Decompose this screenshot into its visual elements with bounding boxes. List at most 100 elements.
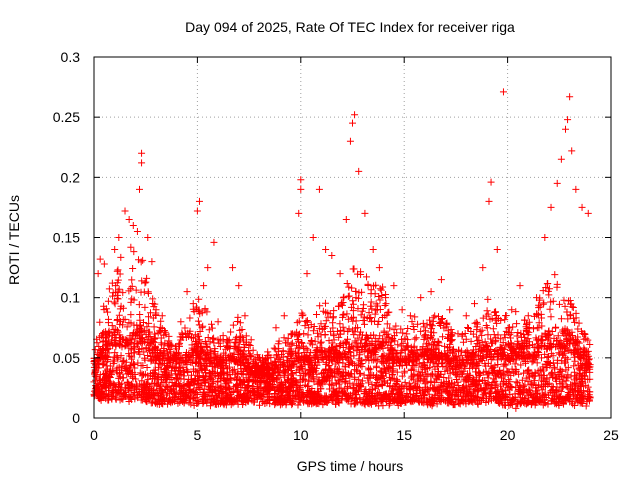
data-point	[363, 273, 371, 281]
data-point	[99, 370, 107, 378]
data-point	[444, 395, 452, 403]
data-point	[416, 385, 424, 393]
data-point	[336, 320, 344, 328]
data-point	[427, 288, 435, 296]
data-point	[109, 357, 117, 365]
data-point	[427, 377, 435, 385]
data-point	[522, 387, 530, 395]
data-point	[566, 93, 574, 101]
data-point	[144, 288, 152, 296]
data-point	[104, 297, 112, 305]
data-points	[90, 88, 594, 412]
data-point	[191, 375, 199, 383]
data-point	[315, 185, 323, 193]
data-point	[551, 271, 559, 279]
y-axis-label: ROTI / TECUs	[6, 195, 22, 285]
data-point	[340, 310, 348, 318]
data-point	[374, 383, 382, 391]
data-point	[400, 384, 408, 392]
data-point	[488, 368, 496, 376]
data-point	[300, 375, 308, 383]
data-point	[570, 391, 578, 399]
data-point	[123, 323, 131, 331]
data-point	[328, 252, 336, 260]
data-point	[96, 255, 104, 263]
data-point	[409, 391, 417, 399]
data-point	[135, 345, 143, 353]
x-axis-label: GPS time / hours	[297, 458, 404, 474]
data-point	[102, 384, 110, 392]
data-point	[210, 238, 218, 246]
data-point	[434, 372, 442, 380]
data-point	[340, 386, 348, 394]
data-point	[135, 185, 143, 193]
data-point	[373, 398, 381, 406]
data-point	[309, 234, 317, 241]
data-point	[491, 316, 499, 324]
data-point	[144, 375, 152, 383]
data-point	[297, 372, 305, 380]
data-point	[113, 389, 121, 397]
data-point	[115, 285, 123, 293]
data-point	[288, 375, 296, 383]
data-point	[560, 373, 568, 381]
data-point	[442, 386, 450, 394]
data-point	[352, 287, 360, 295]
data-point	[286, 387, 294, 395]
data-point	[219, 399, 227, 407]
data-point	[541, 399, 549, 407]
data-point	[194, 317, 202, 325]
data-point	[484, 295, 492, 303]
data-point	[330, 396, 338, 404]
data-point	[552, 324, 560, 332]
data-point	[241, 386, 249, 394]
data-point	[574, 386, 582, 394]
data-point	[108, 322, 116, 330]
data-point	[543, 375, 551, 383]
data-point	[538, 343, 546, 351]
data-point	[229, 264, 237, 272]
data-point	[579, 377, 587, 385]
data-point	[98, 376, 106, 384]
data-point	[222, 390, 230, 398]
data-point	[430, 384, 438, 392]
data-point	[410, 384, 418, 392]
data-point	[356, 398, 364, 406]
data-point	[485, 390, 493, 398]
data-point	[344, 383, 352, 391]
data-point	[318, 369, 326, 377]
data-point	[476, 370, 484, 378]
data-point	[364, 280, 372, 288]
data-point	[153, 400, 161, 408]
y-tick-label: 0.05	[53, 350, 80, 366]
data-point	[366, 371, 374, 379]
data-point	[539, 365, 547, 373]
data-point	[350, 265, 358, 273]
data-point	[462, 312, 470, 320]
data-point	[105, 285, 113, 293]
data-point	[524, 389, 532, 397]
data-point	[219, 368, 227, 376]
x-tick-label: 20	[500, 427, 516, 443]
data-point	[158, 312, 166, 320]
data-point	[553, 179, 561, 187]
data-point	[444, 381, 452, 389]
data-point	[223, 392, 231, 400]
data-point	[347, 352, 355, 360]
data-point	[307, 367, 315, 375]
data-point	[500, 360, 508, 368]
data-point	[583, 397, 591, 405]
x-tick-label: 15	[396, 427, 412, 443]
data-point	[513, 320, 521, 328]
data-point	[431, 312, 439, 320]
data-point	[482, 367, 490, 375]
data-point	[475, 377, 483, 385]
data-point	[361, 209, 369, 217]
data-point	[498, 374, 506, 382]
data-point	[517, 361, 525, 369]
data-point	[417, 327, 425, 335]
data-point	[140, 348, 148, 356]
data-point	[250, 396, 258, 404]
data-point	[502, 361, 510, 369]
